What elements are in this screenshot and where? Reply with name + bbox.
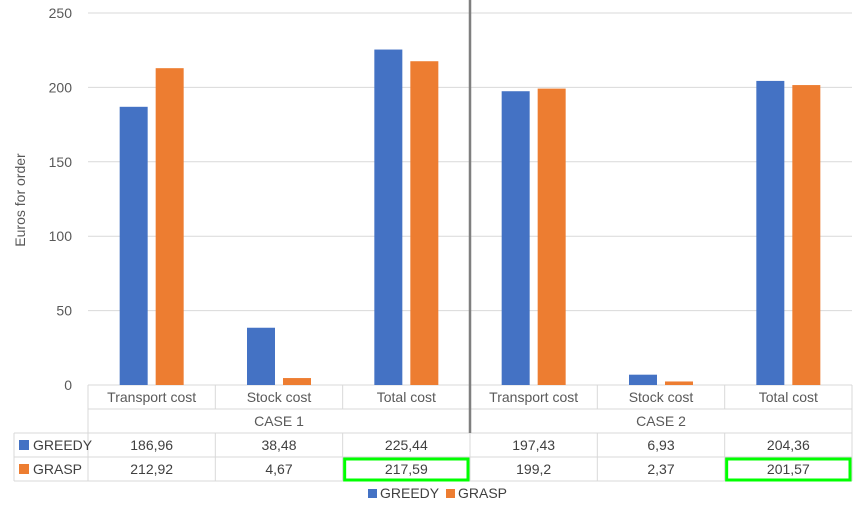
bar-grasp-0 [155,68,184,385]
category-label: Total cost [377,389,436,405]
bar-grasp-4 [665,381,693,385]
bar-grasp-3 [537,88,566,386]
legend-key-grasp [19,464,29,474]
legend-swatch-grasp [446,489,455,498]
legend-label: GREEDY [380,485,440,501]
legend-swatch-greedy [368,489,377,498]
bar-greedy-5 [756,80,785,385]
highlight-box [343,457,470,482]
table-cell: 212,92 [130,461,173,477]
y-tick-label: 50 [56,303,72,319]
y-tick-label: 200 [49,79,73,95]
table-cell: 225,44 [385,437,428,453]
table-cell: 201,57 [767,461,810,477]
table-cell: 4,67 [265,461,292,477]
bar-greedy-4 [629,374,657,385]
bar-grasp-1 [283,378,311,385]
category-label: Total cost [759,389,818,405]
category-label: Transport cost [489,389,578,405]
bar-greedy-0 [119,106,148,385]
category-label: Stock cost [247,389,312,405]
group-label: CASE 2 [636,413,686,429]
bar-grasp-5 [792,85,821,385]
table-cell: 6,93 [647,437,674,453]
table-series-name: GREEDY [33,437,93,453]
y-axis-label: Euros for order [12,153,28,247]
table-cell: 186,96 [130,437,173,453]
y-tick-label: 0 [64,377,72,393]
y-tick-label: 100 [49,228,73,244]
legend-label: GRASP [458,485,507,501]
table-series-name: GRASP [33,461,82,477]
table-cell: 38,48 [261,437,296,453]
group-label: CASE 1 [254,413,304,429]
highlight-box [725,457,852,482]
table-cell: 204,36 [767,437,810,453]
table-cell: 2,37 [647,461,674,477]
bar-greedy-3 [501,91,530,386]
category-label: Transport cost [107,389,196,405]
bar-grasp-2 [410,61,439,386]
table-cell: 199,2 [516,461,551,477]
y-tick-label: 250 [49,5,73,21]
table-cell: 217,59 [385,461,428,477]
legend-key-greedy [19,440,29,450]
bar-greedy-2 [374,49,403,385]
bar-greedy-1 [247,327,275,385]
table-cell: 197,43 [512,437,555,453]
y-tick-label: 150 [49,154,73,170]
category-label: Stock cost [629,389,694,405]
